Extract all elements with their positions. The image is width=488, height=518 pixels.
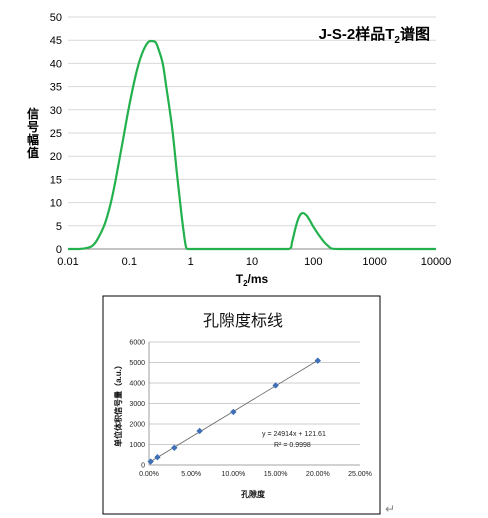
t2-gridlines [68,16,436,227]
t2-y-axis-label-char: 号 [27,119,39,134]
calibration-y-axis-label: 单位体积信号量（a.u.） [113,361,123,447]
calibration-data-points [147,357,321,465]
calibration-y-tick: 0 [141,463,145,470]
t2-x-tick: 10 [246,256,258,268]
calibration-point [154,454,161,461]
calibration-y-tick: 3000 [129,401,145,408]
t2-y-tick: 50 [50,12,62,24]
t2-x-tick: 10000 [421,256,452,268]
calibration-x-tick: 20.00% [306,471,330,478]
t2-y-tick: 5 [56,221,62,233]
t2-x-tick: 1 [188,256,194,268]
t2-x-tick: 1000 [362,256,386,268]
calibration-y-tick: 1000 [129,442,145,449]
t2-chart-title: J-S-2样品T2谱图 [319,25,430,46]
t2-x-tick: 0.01 [57,256,78,268]
paragraph-mark: ↵ [385,502,395,516]
calibration-r-squared: R² = 0.9998 [274,442,311,449]
t2-y-tick: 35 [50,82,62,94]
t2-y-tick: 25 [50,128,62,140]
t2-y-tick: 40 [50,58,62,70]
t2-y-axis-label-char: 幅 [27,132,39,147]
calibration-x-tick: 25.00% [348,471,372,478]
calibration-x-tick: 10.00% [222,471,246,478]
calibration-point [196,427,203,435]
t2-y-tick: 45 [50,35,62,47]
t2-x-tick: 100 [304,256,322,268]
calibration-point [171,444,178,451]
calibration-y-tick: 2000 [129,422,145,429]
calibration-point [230,408,237,416]
t2-y-tick: 30 [50,105,62,117]
t2-spectrum-chart: 0 5 10 15 20 25 30 35 40 45 50 0.01 0.1 1 10 100 1000 10… [27,12,451,288]
calibration-equation: y = 24914x + 121.61 [262,431,326,438]
t2-y-axis-label-char: 信 [27,106,39,121]
t2-y-tick: 15 [50,174,62,186]
calibration-y-tick: 5000 [129,360,145,367]
calibration-chart-title: 孔隙度标线 [203,312,283,330]
t2-series-line [68,39,436,251]
calibration-x-tick: 0.00% [139,471,159,478]
calibration-point [314,357,321,364]
t2-y-tick: 10 [50,198,62,210]
calibration-x-axis-label: 孔隙度 [241,489,266,499]
t2-x-axis-label: T2/ms [236,272,269,288]
porosity-calibration-chart: 孔隙度标线 0 1000 2000 3000 4000 5000 6000 0.00% 5.0… [102,295,381,515]
calibration-gridlines [149,341,360,445]
t2-y-tick: 20 [50,151,62,163]
calibration-x-tick: 5.00% [181,471,201,478]
calibration-x-tick-labels: 0.00% 5.00% 10.00% 15.00% 20.00% 25.00% [139,471,372,478]
calibration-y-tick-labels: 0 1000 2000 3000 4000 5000 6000 [129,340,145,470]
t2-x-tick: 0.1 [122,256,137,268]
t2-y-axis-label-char: 值 [27,145,39,160]
calibration-point [147,458,154,465]
calibration-y-tick: 4000 [129,381,145,388]
calibration-x-tick: 15.00% [264,471,288,478]
t2-y-tick-labels: 0 5 10 15 20 25 30 35 40 45 50 [50,12,62,256]
calibration-point [272,382,279,389]
t2-x-tick-labels: 0.01 0.1 1 10 100 1000 10000 [57,256,451,268]
t2-y-tick: 0 [56,244,62,256]
calibration-y-tick: 6000 [129,340,145,347]
